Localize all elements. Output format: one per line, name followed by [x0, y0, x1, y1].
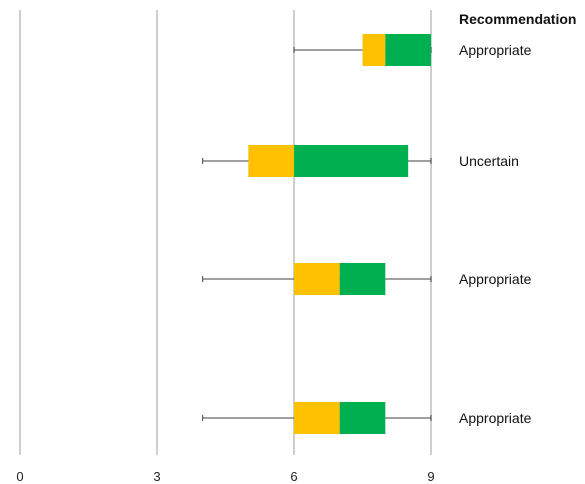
- x-tick-label-9: 9: [427, 469, 434, 484]
- box-upper-2: [339, 263, 386, 295]
- x-tick-label-6: 6: [290, 469, 297, 484]
- labels: 0 3 6 9 Recommendation Appropriate Uncertain Ap…: [16, 11, 576, 484]
- box-lower-0: [362, 34, 386, 66]
- recommendation-header: Recommendation: [459, 11, 576, 27]
- box-lower-1: [248, 145, 294, 177]
- recommendation-label-2: Appropriate: [459, 271, 532, 287]
- box-upper-1: [294, 145, 409, 177]
- x-tick-label-0: 0: [16, 469, 23, 484]
- gridlines: [19, 10, 432, 455]
- box-upper-0: [385, 34, 431, 66]
- recommendation-label-1: Uncertain: [459, 153, 519, 169]
- x-tick-label-3: 3: [153, 469, 160, 484]
- box-series: [202, 34, 432, 434]
- box-lower-3: [294, 402, 340, 434]
- recommendation-label-3: Appropriate: [459, 410, 532, 426]
- recommendation-label-0: Appropriate: [459, 42, 532, 58]
- box-upper-3: [339, 402, 386, 434]
- box-lower-2: [294, 263, 340, 295]
